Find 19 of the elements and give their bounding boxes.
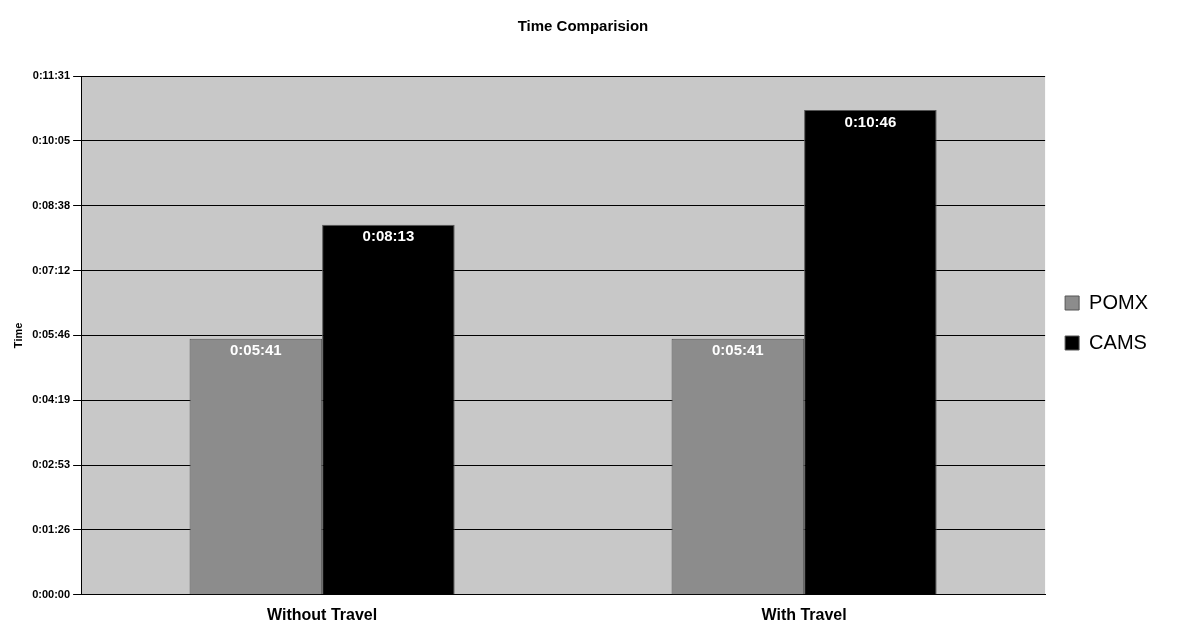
y-tick-label: 0:00:00 [32,587,71,600]
y-tick-label: 0:11:31 [32,69,71,82]
chart-title: Time Comparision [517,17,649,35]
y-axis-title: Time [11,322,24,349]
data-label: 0:08:13 [362,227,415,245]
y-tick-label: 0:02:53 [32,458,71,471]
y-tick-label: 0:07:12 [32,263,71,276]
legend-label: POMX [1089,290,1149,313]
y-tick-label: 0:04:19 [32,393,71,406]
y-tick-label: 0:05:46 [32,328,71,341]
data-label: 0:05:41 [229,341,282,359]
data-label: 0:05:41 [711,341,764,359]
data-label: 0:10:46 [844,112,897,130]
y-tick-label: 0:10:05 [32,133,71,146]
y-tick-label: 0:01:26 [32,522,71,535]
y-tick-label: 0:08:38 [32,198,71,211]
x-tick-label: With Travel [761,605,847,623]
x-tick-label: Without Travel [267,605,378,623]
legend-label: CAMS [1089,330,1147,353]
